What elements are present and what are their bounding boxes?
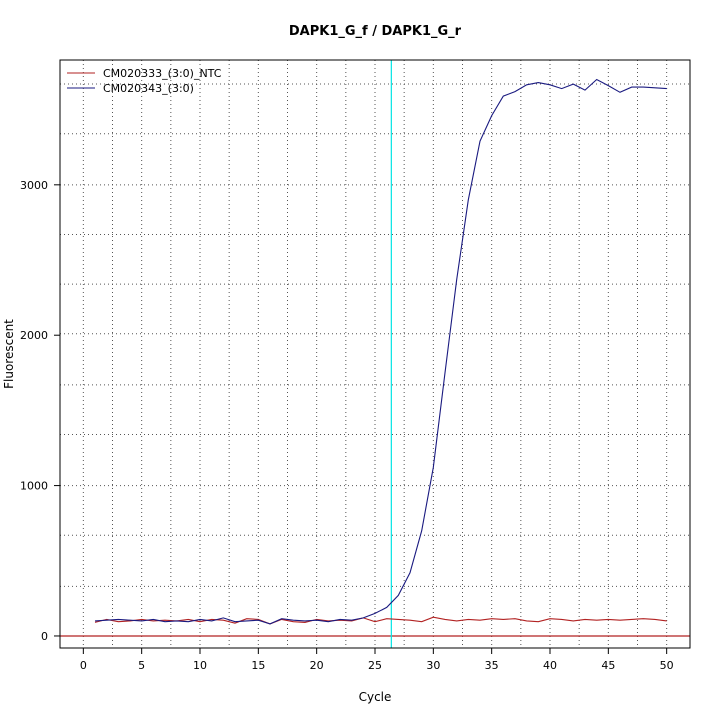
y-axis: 0 1000 2000 3000 bbox=[20, 179, 60, 643]
x-tick-label: 10 bbox=[193, 659, 207, 672]
x-tick-label: 40 bbox=[543, 659, 557, 672]
x-tick-label: 20 bbox=[310, 659, 324, 672]
y-tick-label: 2000 bbox=[20, 329, 48, 342]
x-tick-label: 30 bbox=[426, 659, 440, 672]
reference-lines bbox=[60, 60, 690, 648]
y-tick-label: 0 bbox=[41, 630, 48, 643]
x-tick-label: 5 bbox=[138, 659, 145, 672]
grid bbox=[60, 60, 690, 648]
series-lines bbox=[94, 78, 667, 625]
x-tick-label: 0 bbox=[80, 659, 87, 672]
y-axis-label: Fluorescent bbox=[2, 319, 16, 389]
x-tick-label: 45 bbox=[601, 659, 615, 672]
x-tick-label: 25 bbox=[368, 659, 382, 672]
y-tick-label: 1000 bbox=[20, 480, 48, 493]
x-axis-label: Cycle bbox=[359, 690, 392, 704]
x-axis: 0 5 10 15 20 25 30 35 40 45 50 bbox=[80, 648, 674, 672]
x-tick-label: 50 bbox=[660, 659, 674, 672]
chart-title: DAPK1_G_f / DAPK1_G_r bbox=[289, 24, 462, 39]
legend-label: CM020333_(3:0)_NTC bbox=[103, 67, 222, 80]
legend: CM020333_(3:0)_NTC CM020343_(3:0) bbox=[67, 67, 222, 95]
legend-label: CM020343_(3:0) bbox=[103, 82, 194, 95]
series-line-1 bbox=[94, 616, 667, 625]
x-tick-label: 15 bbox=[251, 659, 265, 672]
series-line-2 bbox=[94, 78, 667, 625]
x-tick-label: 35 bbox=[485, 659, 499, 672]
y-tick-label: 3000 bbox=[20, 179, 48, 192]
